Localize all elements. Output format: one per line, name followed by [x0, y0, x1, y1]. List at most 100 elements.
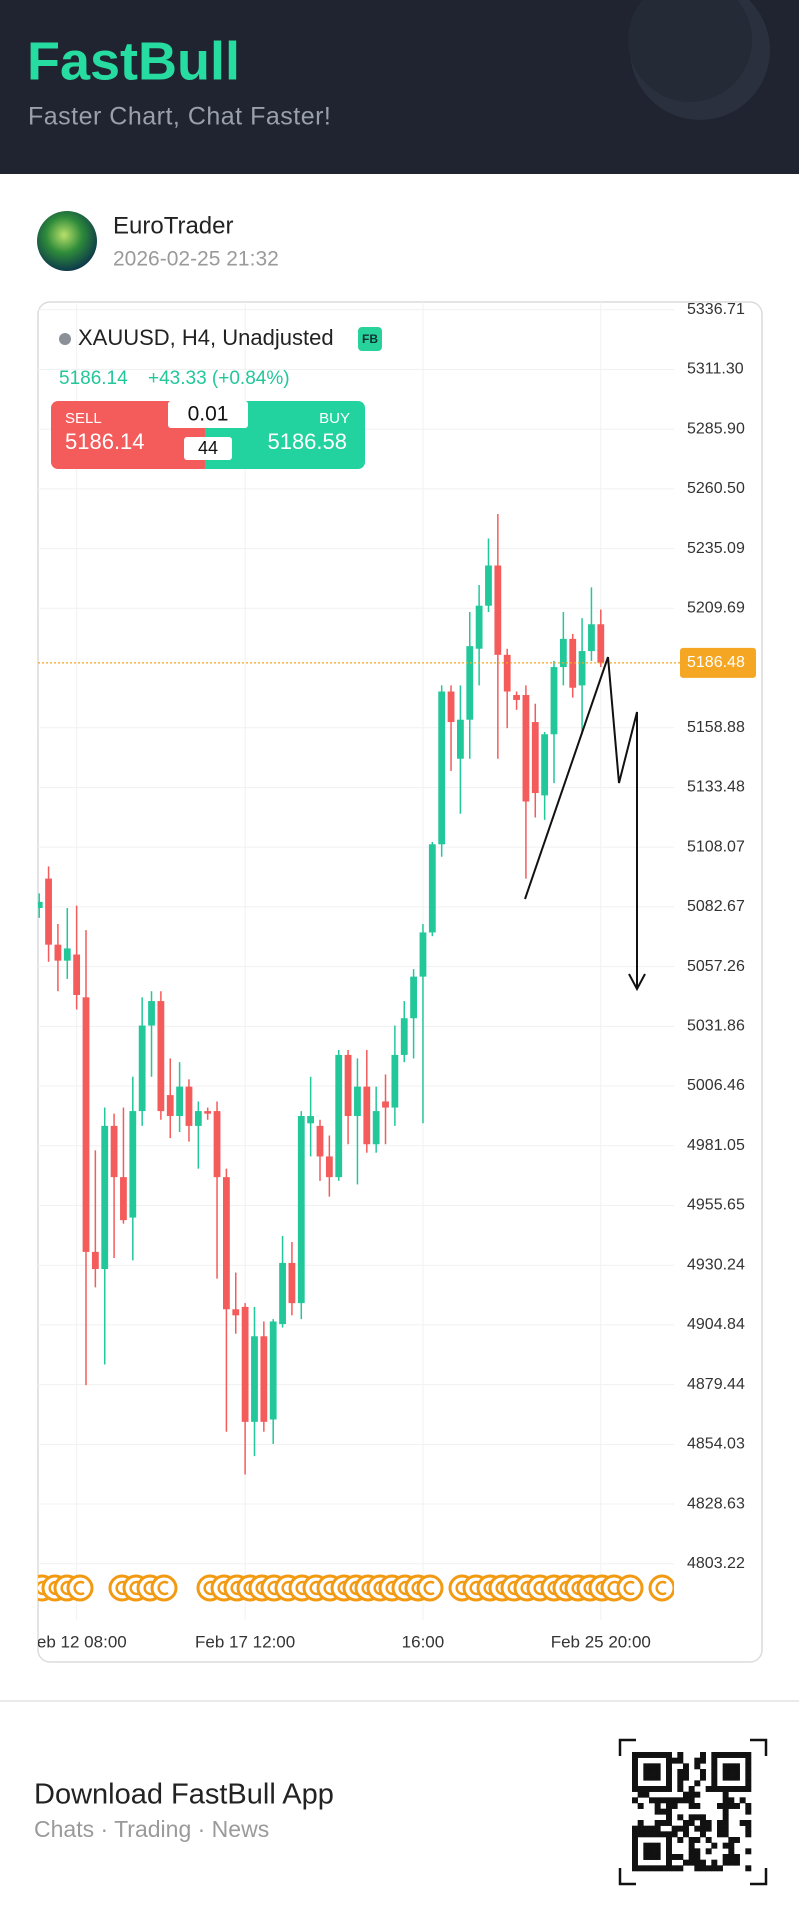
candle-body	[522, 695, 530, 802]
candle-body	[232, 1309, 240, 1316]
qr-module	[717, 1752, 723, 1758]
candle-body	[73, 954, 81, 995]
candle-body	[325, 1156, 333, 1178]
qr-corner	[750, 1868, 768, 1886]
qr-module	[654, 1786, 661, 1792]
qr-module	[734, 1859, 740, 1866]
qr-module	[722, 1786, 729, 1792]
x-tick-label: Feb 25 20:00	[551, 1632, 651, 1651]
qr-module	[643, 1854, 650, 1860]
candle-body	[494, 565, 502, 655]
badge-bg	[358, 327, 382, 351]
qr-module	[654, 1774, 661, 1781]
qr-module	[632, 1831, 638, 1838]
qr-module	[666, 1803, 672, 1809]
candle-body	[438, 691, 446, 845]
candle-body	[344, 1054, 352, 1117]
qr-module	[711, 1780, 718, 1787]
qr-module	[637, 1803, 644, 1809]
qr-module	[745, 1803, 752, 1809]
zigzag-line	[607, 656, 638, 989]
event-icon-glyph	[157, 1580, 169, 1596]
y-tick-label: 5285.90	[687, 420, 745, 437]
qr-module	[734, 1854, 740, 1860]
qr-module	[739, 1820, 746, 1826]
qr-module	[700, 1774, 706, 1781]
qr-module	[728, 1842, 735, 1849]
qr-module	[632, 1752, 638, 1758]
qr-module	[649, 1865, 655, 1872]
lot[interactable]: 0.01	[188, 403, 229, 426]
candle-body	[82, 997, 90, 1252]
footer-title[interactable]: Download FastBull App	[34, 1779, 334, 1811]
qr-module	[711, 1774, 718, 1781]
qr-module	[734, 1752, 740, 1758]
qr-module	[649, 1825, 655, 1832]
qr-module	[728, 1797, 735, 1804]
qr-module	[711, 1842, 718, 1849]
qr-module	[739, 1786, 746, 1792]
sell-price[interactable]: 5186.14	[65, 429, 145, 454]
qr-module	[649, 1763, 655, 1770]
candle-body	[419, 932, 427, 977]
qr-module	[728, 1763, 735, 1770]
qr-code[interactable]	[618, 1738, 768, 1886]
qr-module	[637, 1752, 644, 1758]
sell-label[interactable]: SELL	[65, 410, 102, 427]
qr-module	[734, 1763, 740, 1770]
qr-module	[745, 1831, 752, 1838]
candle-body	[466, 646, 474, 720]
candle-body	[569, 638, 577, 688]
qr-module	[649, 1831, 655, 1838]
qr-module	[700, 1757, 706, 1764]
y-tick-label: 4904.84	[687, 1316, 745, 1333]
qr-module	[671, 1797, 678, 1804]
qr-module	[688, 1791, 695, 1798]
qr-module	[649, 1752, 655, 1758]
qr-module	[739, 1752, 746, 1758]
qr-module	[649, 1842, 655, 1849]
candle-body	[428, 844, 436, 933]
qr-module	[700, 1825, 706, 1832]
qr-module	[722, 1763, 729, 1770]
qr-module	[694, 1791, 701, 1798]
plot	[38, 514, 674, 1602]
event-icon	[150, 1574, 178, 1602]
avatar[interactable]	[37, 211, 97, 271]
header-decor	[628, 0, 752, 102]
qr-module	[683, 1825, 689, 1832]
lot-box[interactable]	[168, 401, 248, 428]
qr-module	[683, 1774, 689, 1781]
qr-module	[654, 1854, 661, 1860]
candle-body	[251, 1336, 258, 1422]
event-icon-glyph	[267, 1580, 279, 1596]
y-tick-label: 4955.65	[687, 1197, 745, 1214]
qr-module	[637, 1825, 644, 1832]
candle-body	[485, 565, 492, 606]
qr-module	[722, 1859, 729, 1866]
buy-price[interactable]: 5186.58	[267, 429, 347, 454]
current-price-tag	[680, 647, 756, 678]
qr-module	[666, 1865, 672, 1872]
buy-label[interactable]: BUY	[319, 410, 350, 427]
candle-body	[457, 719, 464, 759]
footer-subtitle: Chats · Trading · News	[34, 1816, 269, 1842]
author[interactable]: EuroTrader	[113, 212, 234, 239]
candle-body	[157, 1001, 165, 1112]
y-tick-label: 5336.71	[687, 301, 745, 318]
qr-module	[688, 1814, 695, 1821]
qr-module	[700, 1752, 706, 1758]
x-tick-label: 16:00	[402, 1632, 445, 1651]
candle-body	[91, 1251, 99, 1270]
qr-module	[677, 1825, 684, 1832]
qr-module	[688, 1848, 695, 1855]
candle-body	[550, 667, 558, 735]
qr-module	[654, 1842, 661, 1849]
qr-module	[717, 1825, 723, 1832]
qr-module	[632, 1769, 638, 1775]
y-tick-label: 5235.09	[687, 540, 745, 557]
candle-body	[120, 1177, 127, 1221]
qr-module	[722, 1803, 729, 1809]
qr-module	[688, 1854, 695, 1860]
qr-module	[654, 1848, 661, 1855]
